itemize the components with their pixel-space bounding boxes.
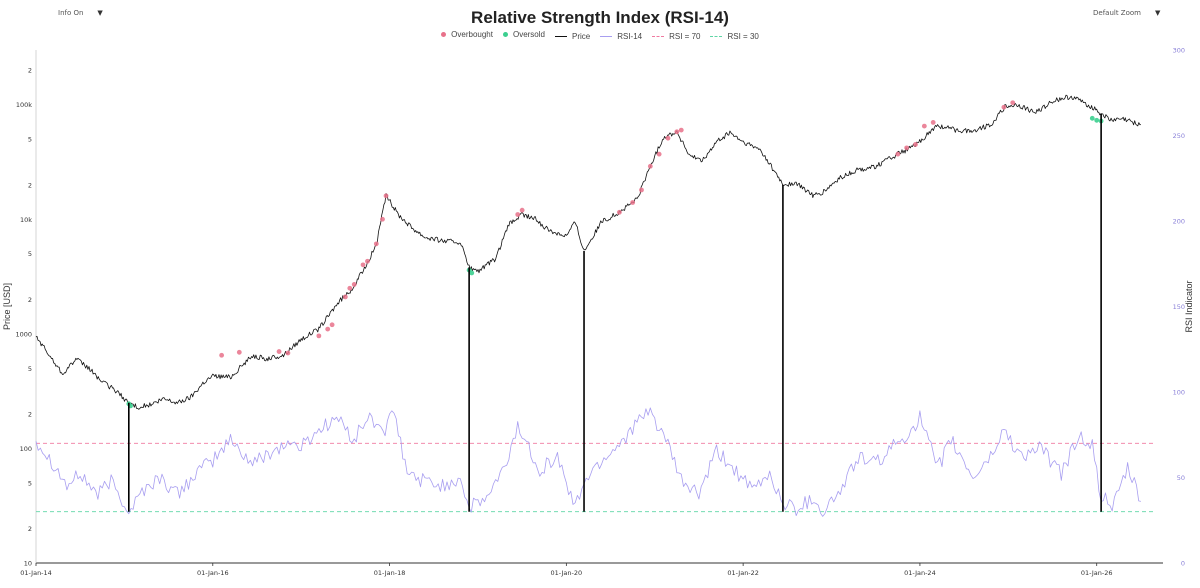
x-tick-label: 01-Jan-16 xyxy=(197,569,229,577)
y-tick-label: 100k xyxy=(16,101,32,109)
legend-item[interactable]: RSI = 30 xyxy=(710,32,759,41)
overbought-point xyxy=(665,135,671,141)
oversold-point xyxy=(1094,117,1100,123)
zoom-dropdown[interactable]: Default Zoom ▼ xyxy=(1093,9,1160,17)
legend-dot-swatch xyxy=(502,32,508,37)
chevron-down-icon: ▼ xyxy=(1154,9,1161,17)
overbought-point xyxy=(285,350,291,356)
legend-item[interactable]: RSI-14 xyxy=(600,32,642,41)
legend-dot-swatch xyxy=(441,32,447,37)
y2-tick-label: 300 xyxy=(1173,47,1185,55)
overbought-point xyxy=(515,212,521,217)
y-tick-label: 5 xyxy=(28,250,32,258)
overbought-point xyxy=(639,187,644,193)
y-tick-label: 5 xyxy=(28,136,32,144)
x-tick-label: 01-Jan-24 xyxy=(904,569,936,577)
legend-item[interactable]: Price xyxy=(554,32,591,41)
overbought-point xyxy=(360,262,366,268)
overbought-point xyxy=(895,151,901,157)
info-toggle-dropdown[interactable]: Info On ▼ xyxy=(58,9,103,17)
overbought-point xyxy=(930,120,936,125)
y-tick-label: 2 xyxy=(28,525,32,533)
x-tick-label: 01-Jan-18 xyxy=(374,569,406,577)
oversold-point xyxy=(1089,115,1095,121)
legend-line-swatch xyxy=(554,36,567,37)
x-tick-label: 01-Jan-20 xyxy=(551,569,583,577)
overbought-point xyxy=(347,285,353,291)
overbought-point xyxy=(373,241,379,247)
overbought-point xyxy=(674,129,680,135)
legend-line-swatch xyxy=(600,36,613,37)
overbought-point xyxy=(342,294,348,300)
x-tick-label: 01-Jan-26 xyxy=(1081,569,1113,577)
overbought-point xyxy=(383,193,389,199)
legend-line-swatch xyxy=(652,36,665,37)
overbought-point xyxy=(316,333,322,339)
y2-tick-label: 100 xyxy=(1173,389,1185,397)
overbought-point xyxy=(630,200,636,205)
rsi-series-line xyxy=(35,407,1141,517)
legend-line-swatch xyxy=(710,36,723,37)
overbought-point xyxy=(904,145,910,151)
legend-item[interactable]: RSI = 70 xyxy=(652,32,700,41)
overbought-point xyxy=(351,282,357,287)
overbought-point xyxy=(913,142,918,147)
x-tick-label: 01-Jan-14 xyxy=(20,569,52,577)
chart-legend: Overbought Oversold Price RSI-14 RSI = 70 RSI… xyxy=(0,30,1200,41)
zoom-label: Default Zoom xyxy=(1093,9,1141,17)
overbought-point xyxy=(519,207,525,213)
y2-axis-title: RSI Indicator xyxy=(1184,280,1194,332)
overbought-point xyxy=(236,349,242,355)
y-axis-title: Price [USD] xyxy=(2,283,12,330)
legend-label: Price xyxy=(571,32,591,41)
overbought-point xyxy=(1010,100,1016,106)
overbought-point xyxy=(616,209,622,215)
y2-tick-label: 250 xyxy=(1173,132,1185,140)
legend-label: RSI = 70 xyxy=(669,32,701,41)
legend-label: Oversold xyxy=(512,30,545,39)
y-tick-label: 10k xyxy=(20,216,32,224)
price-series-line xyxy=(35,94,1141,410)
overbought-point xyxy=(325,326,331,332)
y2-tick-label: 200 xyxy=(1173,218,1185,226)
overbought-point xyxy=(380,216,385,222)
y-tick-label: 2 xyxy=(28,410,32,418)
y-tick-label: 5 xyxy=(28,365,32,373)
y2-tick-label: 150 xyxy=(1173,303,1185,311)
y-tick-label: 2 xyxy=(28,181,32,189)
y-tick-label: 10 xyxy=(24,560,32,568)
y-tick-label: 100 xyxy=(20,445,32,453)
chevron-down-icon: ▼ xyxy=(97,9,103,17)
overbought-point xyxy=(647,163,653,169)
y2-tick-label: 0 xyxy=(1181,560,1185,568)
y-tick-label: 1000 xyxy=(15,330,32,338)
overbought-point xyxy=(656,151,662,157)
y-tick-label: 5 xyxy=(28,479,32,487)
overbought-point xyxy=(365,258,370,264)
overbought-point xyxy=(219,352,225,358)
y-tick-label: 2 xyxy=(28,67,32,75)
overbought-point xyxy=(678,127,684,133)
info-toggle-label: Info On xyxy=(58,9,84,17)
overbought-point xyxy=(921,123,927,129)
y-tick-label: 2 xyxy=(28,296,32,304)
oversold-point xyxy=(469,270,475,276)
legend-label: RSI = 30 xyxy=(727,32,759,41)
overbought-point xyxy=(276,349,282,354)
legend-item[interactable]: Oversold xyxy=(502,30,545,39)
overbought-point xyxy=(1001,104,1007,110)
x-tick-label: 01-Jan-22 xyxy=(727,569,759,577)
y2-tick-label: 50 xyxy=(1177,474,1185,482)
legend-item[interactable]: Overbought xyxy=(441,30,493,39)
overbought-point xyxy=(329,322,335,328)
legend-label: Overbought xyxy=(451,30,493,39)
legend-label: RSI-14 xyxy=(617,32,643,41)
chart-title: Relative Strength Index (RSI-14) xyxy=(471,8,729,27)
